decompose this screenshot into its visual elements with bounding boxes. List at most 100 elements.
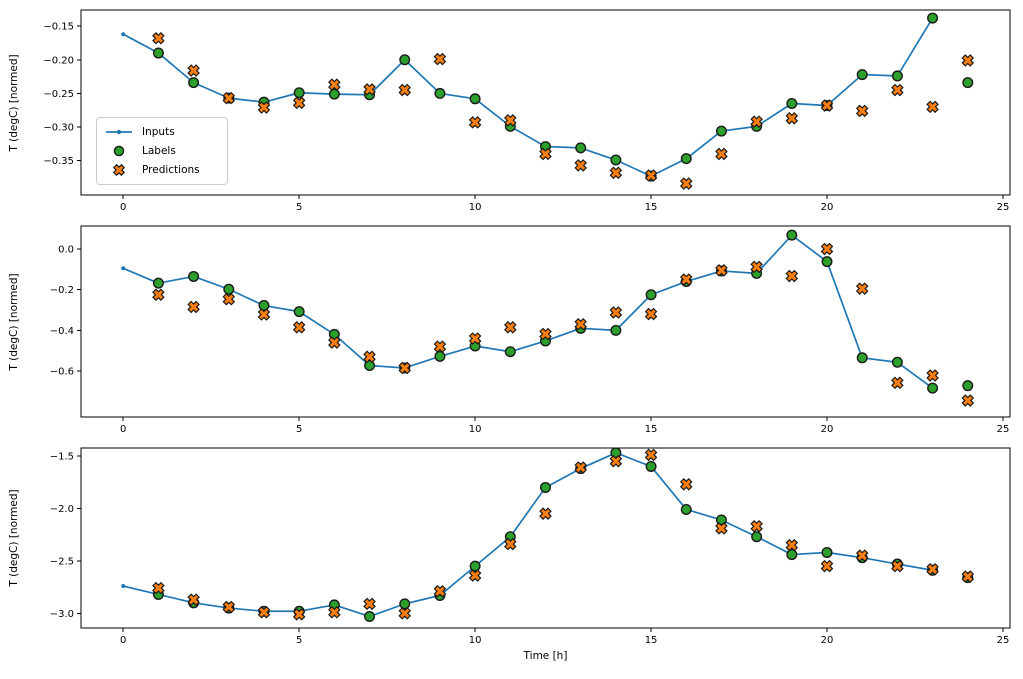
x-tick-label: 5 bbox=[296, 202, 302, 213]
x-tick-label: 20 bbox=[821, 424, 834, 435]
legend-label-inputs: Inputs bbox=[142, 125, 175, 138]
predictions-marker bbox=[539, 507, 552, 520]
predictions-marker bbox=[257, 605, 271, 619]
predictions-marker bbox=[328, 336, 341, 349]
legend-item-labels: Labels bbox=[105, 141, 219, 160]
y-axis-label-middle: T (degC) [normed] bbox=[8, 272, 20, 371]
x-tick-label: 10 bbox=[469, 424, 482, 435]
predictions-marker bbox=[785, 112, 799, 125]
y-tick-label: −0.15 bbox=[43, 22, 74, 33]
labels-marker bbox=[856, 69, 868, 81]
x-tick-label: 25 bbox=[997, 202, 1010, 213]
predictions-marker bbox=[644, 169, 658, 182]
predictions-x-icon bbox=[112, 164, 126, 177]
predictions-marker bbox=[750, 519, 763, 533]
x-tick-label: 25 bbox=[997, 635, 1010, 646]
labels-marker bbox=[469, 560, 481, 572]
predictions-marker bbox=[504, 537, 517, 551]
predictions-marker bbox=[328, 78, 341, 91]
legend-label-predictions: Predictions bbox=[142, 164, 200, 177]
labels-marker bbox=[680, 153, 692, 165]
predictions-marker bbox=[152, 581, 165, 595]
predictions-marker bbox=[433, 340, 447, 353]
subplot-2: 0.0 −0.2 −0.4 −0.6 0 5 10 15 20 25 bbox=[50, 225, 1011, 435]
labels-marker bbox=[962, 380, 974, 392]
y-tick-label: −0.2 bbox=[50, 285, 74, 296]
predictions-marker bbox=[820, 559, 834, 573]
predictions-marker bbox=[292, 321, 306, 334]
inputs-point bbox=[121, 584, 126, 589]
x-tick-label: 5 bbox=[296, 424, 302, 435]
predictions-marker bbox=[679, 177, 693, 190]
y-axis-label-top: T (degC) [normed] bbox=[8, 53, 20, 152]
y-tick-label: −2.5 bbox=[50, 556, 74, 567]
predictions-marker bbox=[187, 593, 200, 606]
labels-marker bbox=[715, 125, 727, 137]
labels-marker bbox=[786, 229, 798, 241]
x-tick-label: 25 bbox=[997, 424, 1010, 435]
labels-marker bbox=[434, 87, 446, 99]
legend: Inputs Labels Predictions bbox=[96, 117, 228, 185]
predictions-marker bbox=[398, 361, 412, 375]
predictions-marker bbox=[468, 116, 482, 129]
labels-marker bbox=[891, 70, 903, 82]
predictions-marker bbox=[961, 394, 975, 407]
labels-marker bbox=[927, 12, 939, 24]
labels-marker bbox=[891, 356, 903, 368]
y-tick-label: −3.0 bbox=[50, 609, 74, 620]
inputs-point bbox=[121, 266, 126, 271]
predictions-x-sample bbox=[112, 164, 126, 177]
labels-marker bbox=[399, 54, 411, 66]
labels-marker bbox=[504, 346, 516, 358]
labels-circle-icon bbox=[113, 145, 125, 157]
predictions-marker bbox=[398, 83, 412, 97]
predictions-marker bbox=[539, 327, 552, 341]
predictions-marker bbox=[398, 607, 412, 620]
legend-item-predictions: Predictions bbox=[105, 161, 219, 180]
legend-item-inputs: Inputs bbox=[105, 122, 219, 141]
labels-marker bbox=[364, 610, 376, 622]
predictions-marker bbox=[574, 461, 587, 474]
predictions-marker bbox=[609, 306, 623, 319]
labels-marker bbox=[751, 531, 763, 543]
predictions-marker bbox=[855, 282, 869, 295]
labels-marker bbox=[962, 77, 974, 89]
labels-marker bbox=[645, 460, 657, 472]
predictions-marker bbox=[750, 115, 763, 128]
predictions-marker bbox=[679, 478, 693, 491]
labels-marker bbox=[188, 77, 200, 89]
labels-marker bbox=[399, 598, 411, 610]
x-tick-label: 0 bbox=[120, 424, 126, 435]
labels-marker bbox=[223, 283, 235, 295]
inputs-dot-sample bbox=[116, 129, 122, 134]
subplot-3: −1.5 −2.0 −2.5 −3.0 0 5 10 15 20 25 bbox=[50, 447, 1011, 646]
x-tick-label: 0 bbox=[120, 635, 126, 646]
labels-marker bbox=[610, 324, 622, 336]
labels-marker bbox=[680, 503, 692, 515]
y-tick-label: 0.0 bbox=[58, 244, 74, 255]
predictions-marker bbox=[609, 166, 623, 180]
inputs-point bbox=[121, 32, 126, 37]
y-tick-label: −0.4 bbox=[50, 326, 74, 337]
predictions-marker bbox=[257, 101, 271, 114]
predictions-marker bbox=[644, 307, 658, 321]
predictions-marker bbox=[820, 99, 834, 112]
labels-marker bbox=[469, 93, 481, 105]
predictions-marker bbox=[257, 308, 271, 321]
predictions-marker bbox=[961, 570, 975, 583]
predictions-marker bbox=[539, 147, 552, 161]
labels-marker bbox=[152, 277, 164, 289]
predictions-marker bbox=[855, 549, 869, 562]
predictions-marker bbox=[609, 454, 623, 468]
labels-marker bbox=[575, 142, 587, 154]
x-tick-label: 15 bbox=[645, 424, 658, 435]
predictions-marker bbox=[926, 369, 939, 382]
predictions-marker bbox=[679, 273, 693, 286]
x-tick-label: 20 bbox=[821, 635, 834, 646]
predictions-marker bbox=[926, 100, 939, 114]
y-tick-label: −0.25 bbox=[43, 89, 74, 100]
x-tick-label: 10 bbox=[469, 202, 482, 213]
x-tick-label: 10 bbox=[469, 635, 482, 646]
axes-spines bbox=[80, 225, 1011, 418]
